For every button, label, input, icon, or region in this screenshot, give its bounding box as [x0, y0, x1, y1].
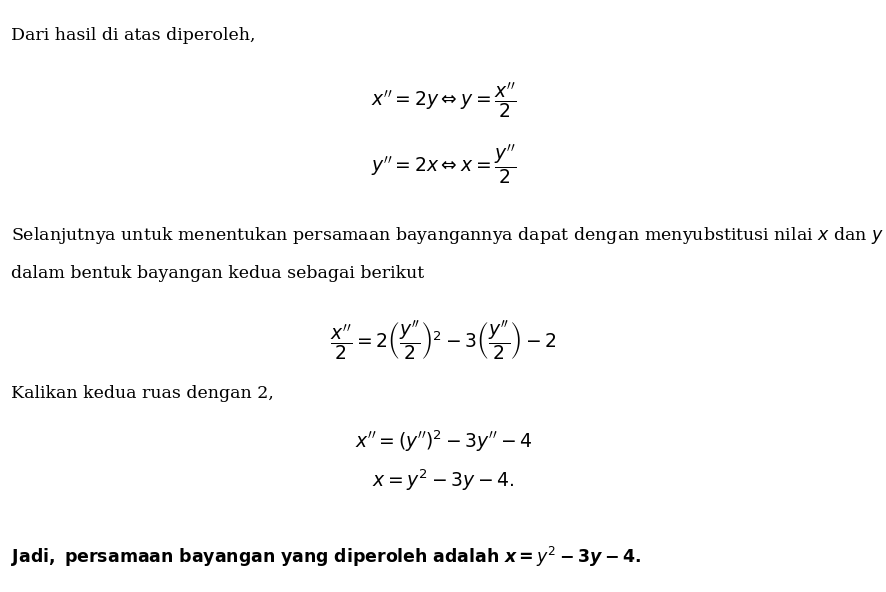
Text: $\dfrac{x''}{2} = 2\left(\dfrac{y''}{2}\right)^{2} - 3\left(\dfrac{y''}{2}\right: $\dfrac{x''}{2} = 2\left(\dfrac{y''}{2}\… — [330, 318, 556, 362]
Text: $x'' = 2y \Leftrightarrow y = \dfrac{x''}{2}$: $x'' = 2y \Leftrightarrow y = \dfrac{x''… — [370, 80, 516, 120]
Text: $\mathbf{Jadi,\ persamaan\ bayangan\ yang\ diperoleh\ adalah\ }$$\boldsymbol{x =: $\mathbf{Jadi,\ persamaan\ bayangan\ yan… — [11, 545, 640, 569]
Text: Selanjutnya untuk menentukan persamaan bayangannya dapat dengan menyubstitusi ni: Selanjutnya untuk menentukan persamaan b… — [11, 225, 882, 246]
Text: $x'' = (y'')^2 - 3y'' - 4$: $x'' = (y'')^2 - 3y'' - 4$ — [354, 428, 532, 453]
Text: dalam bentuk bayangan kedua sebagai berikut: dalam bentuk bayangan kedua sebagai beri… — [11, 265, 424, 282]
Text: Dari hasil di atas diperoleh,: Dari hasil di atas diperoleh, — [11, 27, 255, 44]
Text: Kalikan kedua ruas dengan 2,: Kalikan kedua ruas dengan 2, — [11, 385, 273, 402]
Text: $y'' = 2x \Leftrightarrow x = \dfrac{y''}{2}$: $y'' = 2x \Leftrightarrow x = \dfrac{y''… — [370, 142, 516, 186]
Text: $x = y^2 - 3y - 4.$: $x = y^2 - 3y - 4.$ — [372, 468, 514, 493]
